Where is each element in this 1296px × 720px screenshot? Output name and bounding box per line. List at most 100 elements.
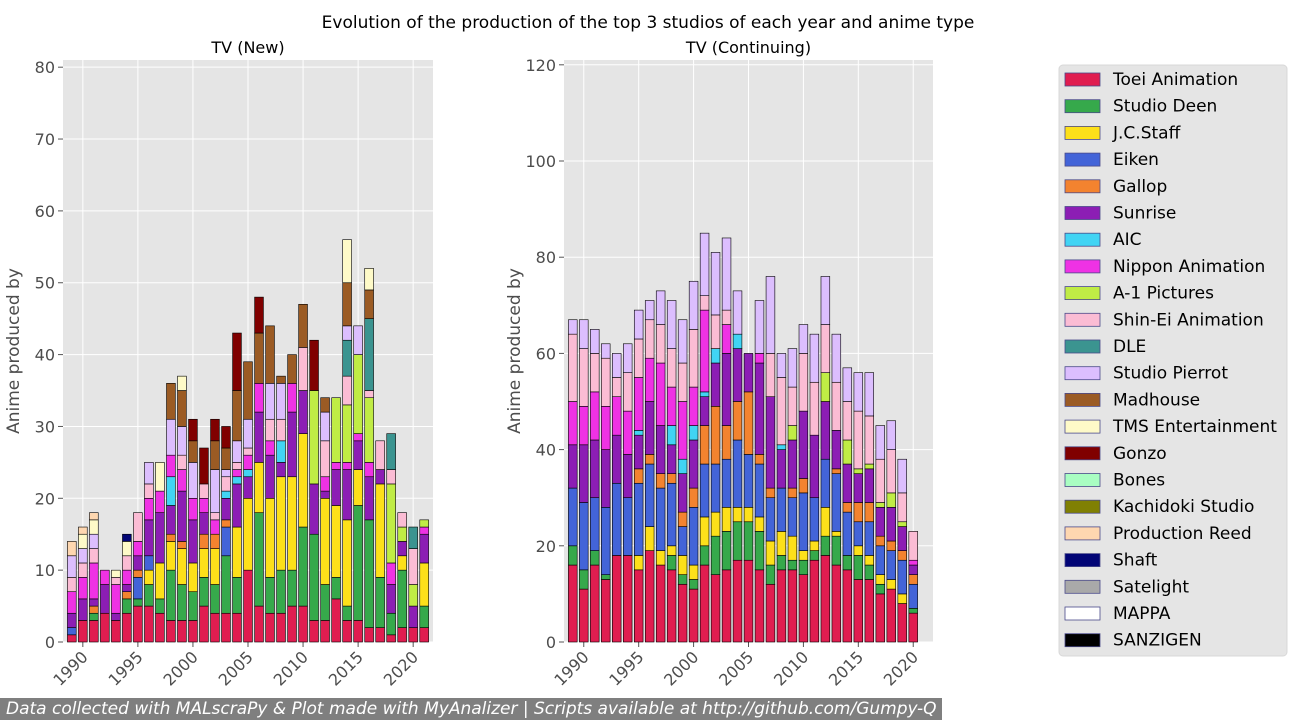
bar-sunrise-1993: [612, 434, 622, 484]
bar-madhouse-2000: [188, 440, 198, 463]
bar-eiken-2017: [875, 545, 885, 575]
bar-j-c-staff-2005: [743, 507, 754, 523]
bar-studio-deen-2012: [320, 584, 330, 621]
bar-aic-2008: [776, 444, 787, 450]
bar-studio-deen-1999: [677, 574, 688, 585]
legend-label-toei-animation: Toei Animation: [1112, 70, 1238, 90]
bar-toei-animation-2006: [754, 569, 765, 643]
bar-studio-deen-2006: [754, 531, 765, 571]
bar-eiken-1993: [612, 482, 622, 556]
bar-a-1-pictures-2011: [309, 390, 319, 485]
bar-j-c-staff-2015: [353, 469, 363, 506]
bar-j-c-staff-1998: [166, 541, 176, 571]
bar-studio-deen-2018: [386, 612, 396, 636]
bar-aic-2002: [710, 348, 721, 364]
bar-studio-pierrot-2000: [688, 280, 699, 330]
bar-toei-animation-1994: [623, 555, 633, 643]
bar-gallop-2001: [699, 425, 710, 465]
bar-sunrise-1994: [122, 584, 132, 593]
y-tick-label: 70: [35, 130, 55, 149]
bar-shin-ei-animation-2018: [386, 469, 396, 485]
bar-sunrise-1999: [177, 490, 187, 542]
bar-j-c-staff-1998: [666, 545, 677, 556]
bar-gonzo-2001: [199, 447, 209, 485]
bar-nippon-animation-1991: [89, 562, 99, 600]
bar-studio-pierrot-2007: [265, 383, 275, 420]
bar-eiken-1998: [666, 482, 677, 547]
bar-eiken-2018: [886, 550, 896, 580]
bar-toei-animation-2005: [243, 569, 253, 643]
bar-sunrise-2004: [232, 483, 242, 528]
bar-toei-animation-1991: [89, 620, 99, 643]
bar-j-c-staff-2017: [375, 483, 385, 578]
bar-studio-deen-1998: [666, 555, 677, 571]
bar-toei-animation-2010: [798, 574, 809, 643]
bar-aic-1995: [633, 430, 644, 436]
y-tick-label: 40: [536, 441, 556, 460]
bar-nippon-animation-1998: [666, 386, 677, 426]
bar-sunrise-2005: [243, 476, 253, 499]
bar-studio-deen-2009: [287, 569, 297, 607]
bar-toei-animation-2018: [886, 588, 896, 643]
bar-studio-deen-2013: [831, 535, 842, 566]
bar-dle-2020: [408, 526, 418, 549]
bar-gallop-2006: [754, 454, 765, 465]
bar-gallop-2003: [221, 519, 231, 528]
bar-a-1-pictures-2021: [419, 519, 429, 528]
bar-studio-pierrot-2018: [886, 420, 896, 450]
bar-studio-deen-2011: [809, 550, 820, 561]
chart-title: TV (Continuing): [685, 38, 811, 57]
bar-toei-animation-2019: [897, 603, 907, 643]
bar-gonzo-2006: [254, 296, 264, 334]
bar-toei-animation-2003: [221, 612, 231, 643]
bar-tms-entertainment-1997: [155, 462, 165, 492]
bar-sunrise-2008: [776, 449, 787, 489]
legend-swatch-madhouse: [1064, 392, 1101, 407]
legend-label-j-c-staff: J.C.Staff: [1112, 123, 1182, 143]
chart-title: TV (New): [210, 38, 284, 57]
bar-shin-ei-animation-1991: [89, 548, 99, 564]
bar-nippon-animation-1994: [623, 410, 633, 455]
bar-sunrise-1995: [633, 434, 644, 470]
x-tick-label: 1995: [605, 647, 647, 689]
bar-sunrise-2010: [798, 410, 809, 479]
bar-toei-animation-1989: [67, 634, 77, 643]
bar-studio-pierrot-1990: [78, 548, 88, 564]
bar-studio-deen-2019: [397, 569, 407, 628]
bar-toei-animation-2015: [853, 579, 864, 643]
bar-studio-pierrot-1995: [633, 309, 644, 340]
bar-j-c-staff-2013: [831, 531, 842, 537]
bar-nippon-animation-1995: [133, 541, 143, 557]
bar-nippon-animation-1994: [122, 569, 132, 585]
bar-eiken-1995: [133, 577, 143, 600]
bar-production-reed-1990: [78, 526, 88, 535]
bar-eiken-2003: [721, 458, 732, 508]
bar-sunrise-2019: [897, 526, 907, 551]
bar-shin-ei-animation-2002: [210, 512, 220, 521]
bar-eiken-2003: [221, 526, 231, 557]
bar-nippon-animation-2003: [721, 324, 732, 354]
bar-madhouse-2003: [221, 447, 231, 470]
bar-eiken-2014: [842, 511, 853, 556]
legend-swatch-toei-animation: [1064, 72, 1101, 87]
bar-j-c-staff-2007: [765, 540, 776, 566]
bar-studio-deen-2017: [375, 577, 385, 628]
bar-aic-1998: [666, 425, 677, 446]
bar-shaft-1994: [122, 533, 132, 542]
bar-shin-ei-animation-1995: [633, 338, 644, 378]
bar-studio-deen-2016: [864, 564, 874, 580]
bar-gallop-1991: [89, 605, 99, 614]
bar-madhouse-1999: [177, 390, 187, 427]
bar-studio-deen-2013: [331, 577, 341, 600]
bar-toei-animation-1990: [579, 588, 589, 643]
bar-shin-ei-animation-2002: [710, 314, 721, 349]
x-tick-label: 1995: [104, 647, 146, 689]
bar-toei-animation-2009: [287, 605, 297, 643]
bar-studio-deen-2001: [699, 545, 710, 566]
bar-gallop-1998: [166, 533, 176, 542]
bar-sunrise-1998: [166, 505, 176, 535]
bar-studio-pierrot-1991: [590, 329, 600, 354]
bar-studio-pierrot-1999: [177, 426, 187, 456]
bar-madhouse-1998: [166, 383, 176, 420]
bar-studio-deen-1991: [590, 550, 600, 566]
